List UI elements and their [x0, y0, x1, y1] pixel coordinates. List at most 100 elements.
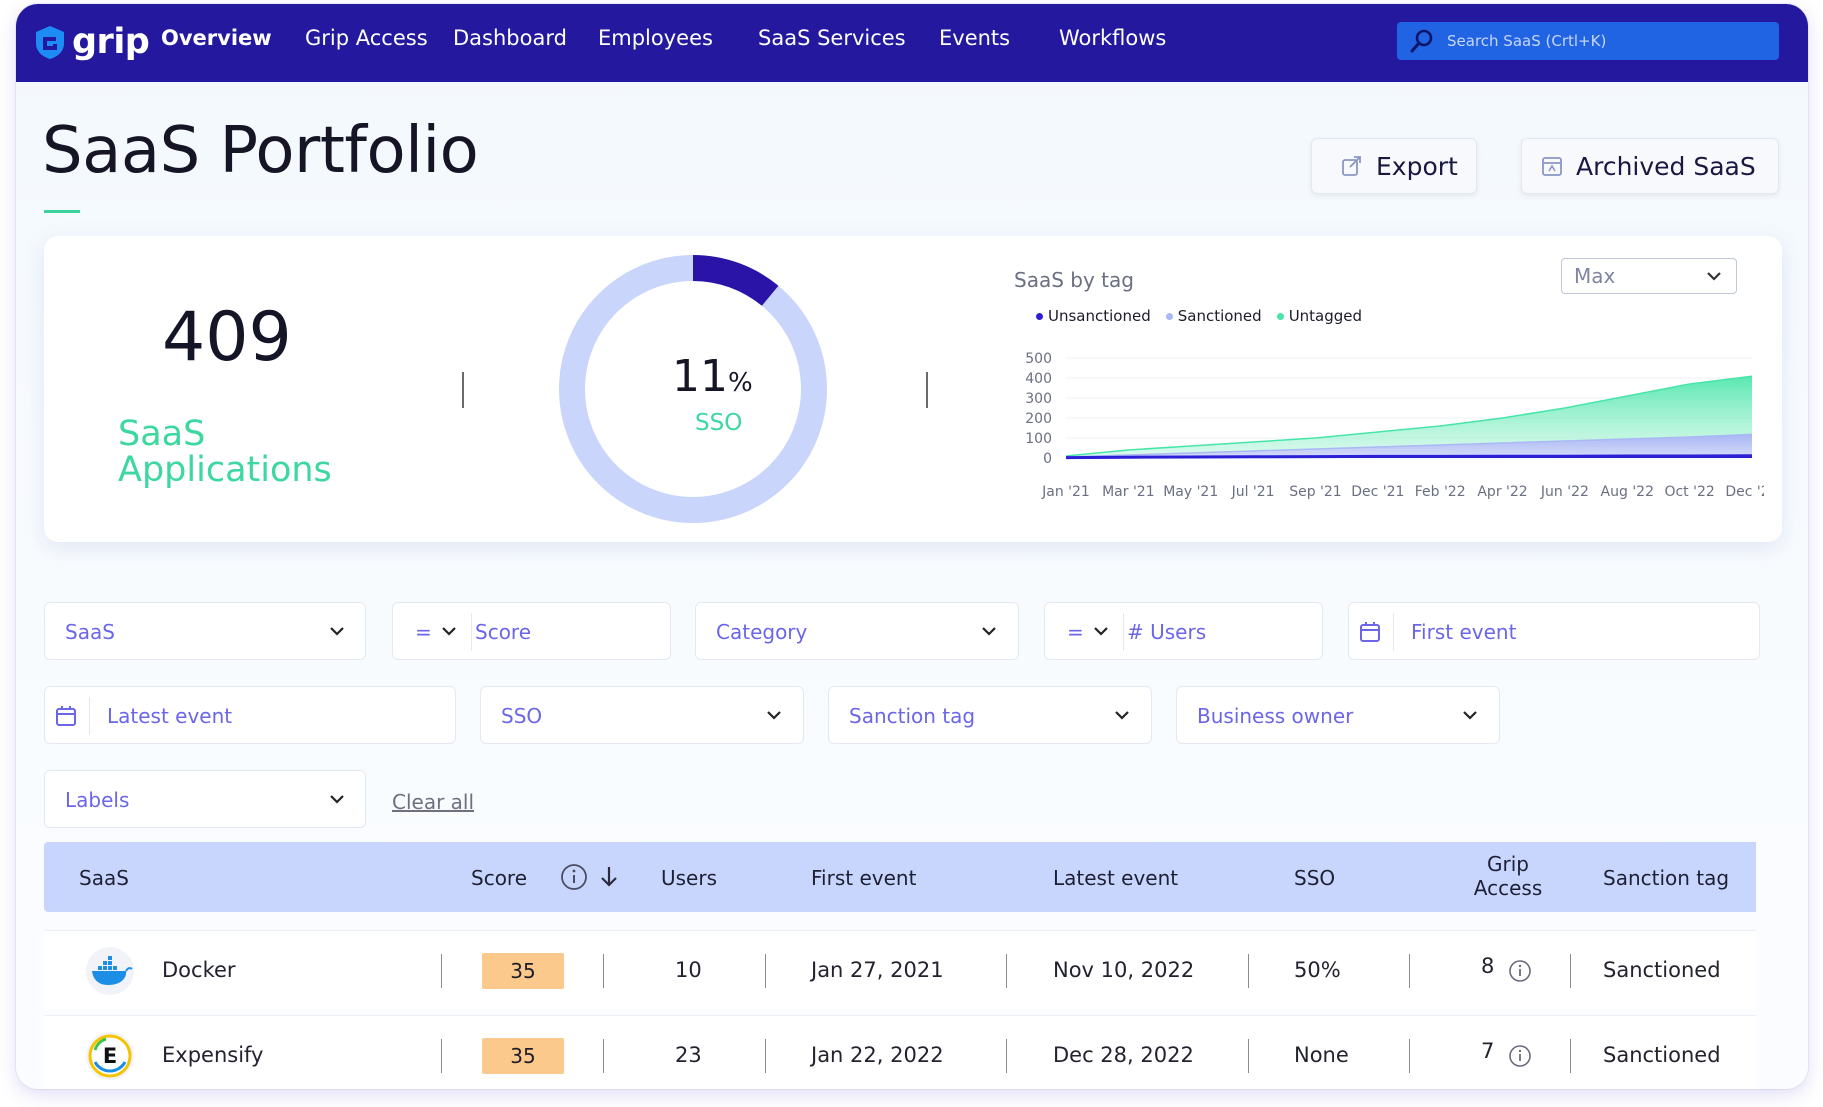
col-sso[interactable]: SSO	[1294, 866, 1336, 890]
sanction-tag[interactable]: Sanctioned	[1603, 958, 1721, 982]
latest-event: Dec 28, 2022	[1053, 1043, 1194, 1067]
col-users[interactable]: Users	[661, 866, 718, 890]
filter-category[interactable]: Category	[695, 602, 1019, 660]
users-count: 23	[675, 1043, 702, 1067]
saas-count-label: SaaS Applications	[118, 414, 332, 490]
chevron-down-icon	[767, 711, 781, 720]
filter-business-owner-label: Business owner	[1197, 704, 1354, 728]
nav-events[interactable]: Events	[939, 26, 1011, 50]
legend-sanctioned: Sanctioned	[1165, 307, 1262, 325]
sso-donut	[559, 255, 827, 523]
score-badge: 35	[482, 1038, 564, 1074]
nav-workflows[interactable]: Workflows	[1059, 26, 1167, 50]
x-tick-label: May '21	[1163, 484, 1218, 500]
table-row[interactable]: E Expensify 35 23 Jan 22, 2022 Dec 28, 2…	[44, 1015, 1756, 1089]
latest-event: Nov 10, 2022	[1053, 958, 1195, 982]
col-sanction-tag[interactable]: Sanction tag	[1603, 866, 1730, 890]
search-input[interactable]	[1445, 31, 1749, 51]
y-tick-label: 200	[1025, 411, 1052, 427]
info-icon[interactable]	[560, 863, 588, 891]
col-grip-access-line2: Access	[1473, 876, 1543, 900]
saas-by-tag-chart: 0 100 200 300 400 500 Jan '21 Mar '21 May '21 Jul…	[1025, 351, 1764, 500]
filter-business-owner[interactable]: Business owner	[1176, 686, 1500, 744]
col-score[interactable]: Score	[471, 866, 528, 890]
sso-donut-arc	[559, 255, 827, 523]
score-operator[interactable]: =	[415, 620, 432, 644]
x-tick-label: Jan '21	[1041, 484, 1090, 500]
nav-grip-access[interactable]: Grip Access	[305, 26, 428, 50]
filter-score[interactable]: = Score	[392, 602, 671, 660]
x-tick-label: Mar '21	[1102, 484, 1155, 500]
filter-first-event-input: First event	[1411, 620, 1517, 644]
sanction-tag[interactable]: Sanctioned	[1603, 1043, 1721, 1067]
filter-first-event[interactable]: First event	[1348, 602, 1760, 660]
y-tick-label: 500	[1025, 351, 1052, 367]
filter-saas[interactable]: SaaS	[44, 602, 366, 660]
table-row[interactable]: Docker 35 10 Jan 27, 2021 Nov 10, 2022 5…	[44, 930, 1756, 1010]
y-tick-label: 300	[1025, 391, 1052, 407]
range-select-value: Max	[1574, 264, 1616, 288]
filter-sanction-tag-label: Sanction tag	[849, 704, 976, 728]
cell-divider	[1570, 954, 1571, 988]
stats-divider	[926, 372, 928, 408]
chevron-down-icon[interactable]	[441, 625, 457, 637]
export-button[interactable]: Export	[1311, 138, 1477, 194]
first-event: Jan 27, 2021	[811, 958, 944, 982]
sort-desc-icon[interactable]	[598, 864, 620, 890]
nav-dashboard[interactable]: Dashboard	[453, 26, 567, 50]
filter-saas-label: SaaS	[65, 620, 115, 644]
filter-score-input[interactable]: Score	[475, 620, 532, 644]
range-select[interactable]: Max	[1561, 258, 1737, 294]
y-tick-label: 0	[1043, 451, 1052, 467]
clear-all-link[interactable]: Clear all	[392, 790, 475, 814]
filter-labels[interactable]: Labels	[44, 770, 366, 828]
grip-logo[interactable]: grip	[32, 20, 150, 64]
filter-divider	[89, 697, 90, 735]
users-operator[interactable]: =	[1067, 620, 1084, 644]
info-icon[interactable]	[1508, 959, 1532, 983]
filter-sanction-tag[interactable]: Sanction tag	[828, 686, 1152, 744]
legend-label: Untagged	[1288, 307, 1363, 325]
cell-divider	[1248, 1039, 1249, 1073]
search-box[interactable]	[1397, 22, 1779, 60]
col-latest-event[interactable]: Latest event	[1053, 866, 1179, 890]
x-tick-label: Feb '22	[1415, 484, 1466, 500]
x-tick-label: Sep '21	[1289, 484, 1342, 500]
app-window: grip Overview Grip Access Dashboard Empl…	[16, 4, 1808, 1089]
col-saas[interactable]: SaaS	[79, 866, 129, 890]
score-badge: 35	[482, 953, 564, 989]
archive-icon	[1542, 157, 1562, 176]
archived-saas-button[interactable]: Archived SaaS	[1521, 138, 1779, 194]
col-grip-access-line1: Grip	[1487, 852, 1529, 876]
saas-name[interactable]: Expensify	[162, 1043, 264, 1067]
filter-users-input[interactable]: # Users	[1127, 620, 1207, 644]
x-tick-label: Dec '21	[1351, 484, 1404, 500]
cell-divider	[765, 1039, 766, 1073]
filter-sso[interactable]: SSO	[480, 686, 804, 744]
filter-sso-label: SSO	[501, 704, 543, 728]
col-first-event[interactable]: First event	[811, 866, 917, 890]
cell-divider	[1248, 954, 1249, 988]
cell-divider	[603, 954, 604, 988]
chevron-down-icon[interactable]	[1093, 625, 1109, 637]
nav-overview[interactable]: Overview	[161, 26, 272, 50]
filter-latest-event[interactable]: Latest event	[44, 686, 456, 744]
legend-label: Unsanctioned	[1048, 307, 1151, 325]
x-tick-label: Oct '22	[1664, 484, 1714, 500]
x-tick-label: Jun '22	[1540, 484, 1589, 500]
saas-name[interactable]: Docker	[162, 958, 236, 982]
grip-access-count: 7	[1481, 1039, 1495, 1063]
sso-label: SSO	[695, 410, 743, 436]
top-nav: grip Overview Grip Access Dashboard Empl…	[16, 4, 1808, 82]
legend-unsanctioned: Unsanctioned	[1036, 307, 1151, 325]
filter-users[interactable]: = # Users	[1044, 602, 1323, 660]
nav-saas-services[interactable]: SaaS Services	[758, 26, 906, 50]
info-icon[interactable]	[1508, 1044, 1532, 1068]
brand-name: grip	[72, 22, 150, 62]
nav-employees[interactable]: Employees	[598, 26, 713, 50]
archived-saas-label: Archived SaaS	[1576, 151, 1756, 181]
expensify-logo-letter: E	[103, 1044, 117, 1068]
x-tick-label: Aug '22	[1601, 484, 1654, 500]
col-grip-access[interactable]: Grip Access	[1471, 852, 1545, 900]
page-title: SaaS Portfolio	[42, 114, 479, 188]
